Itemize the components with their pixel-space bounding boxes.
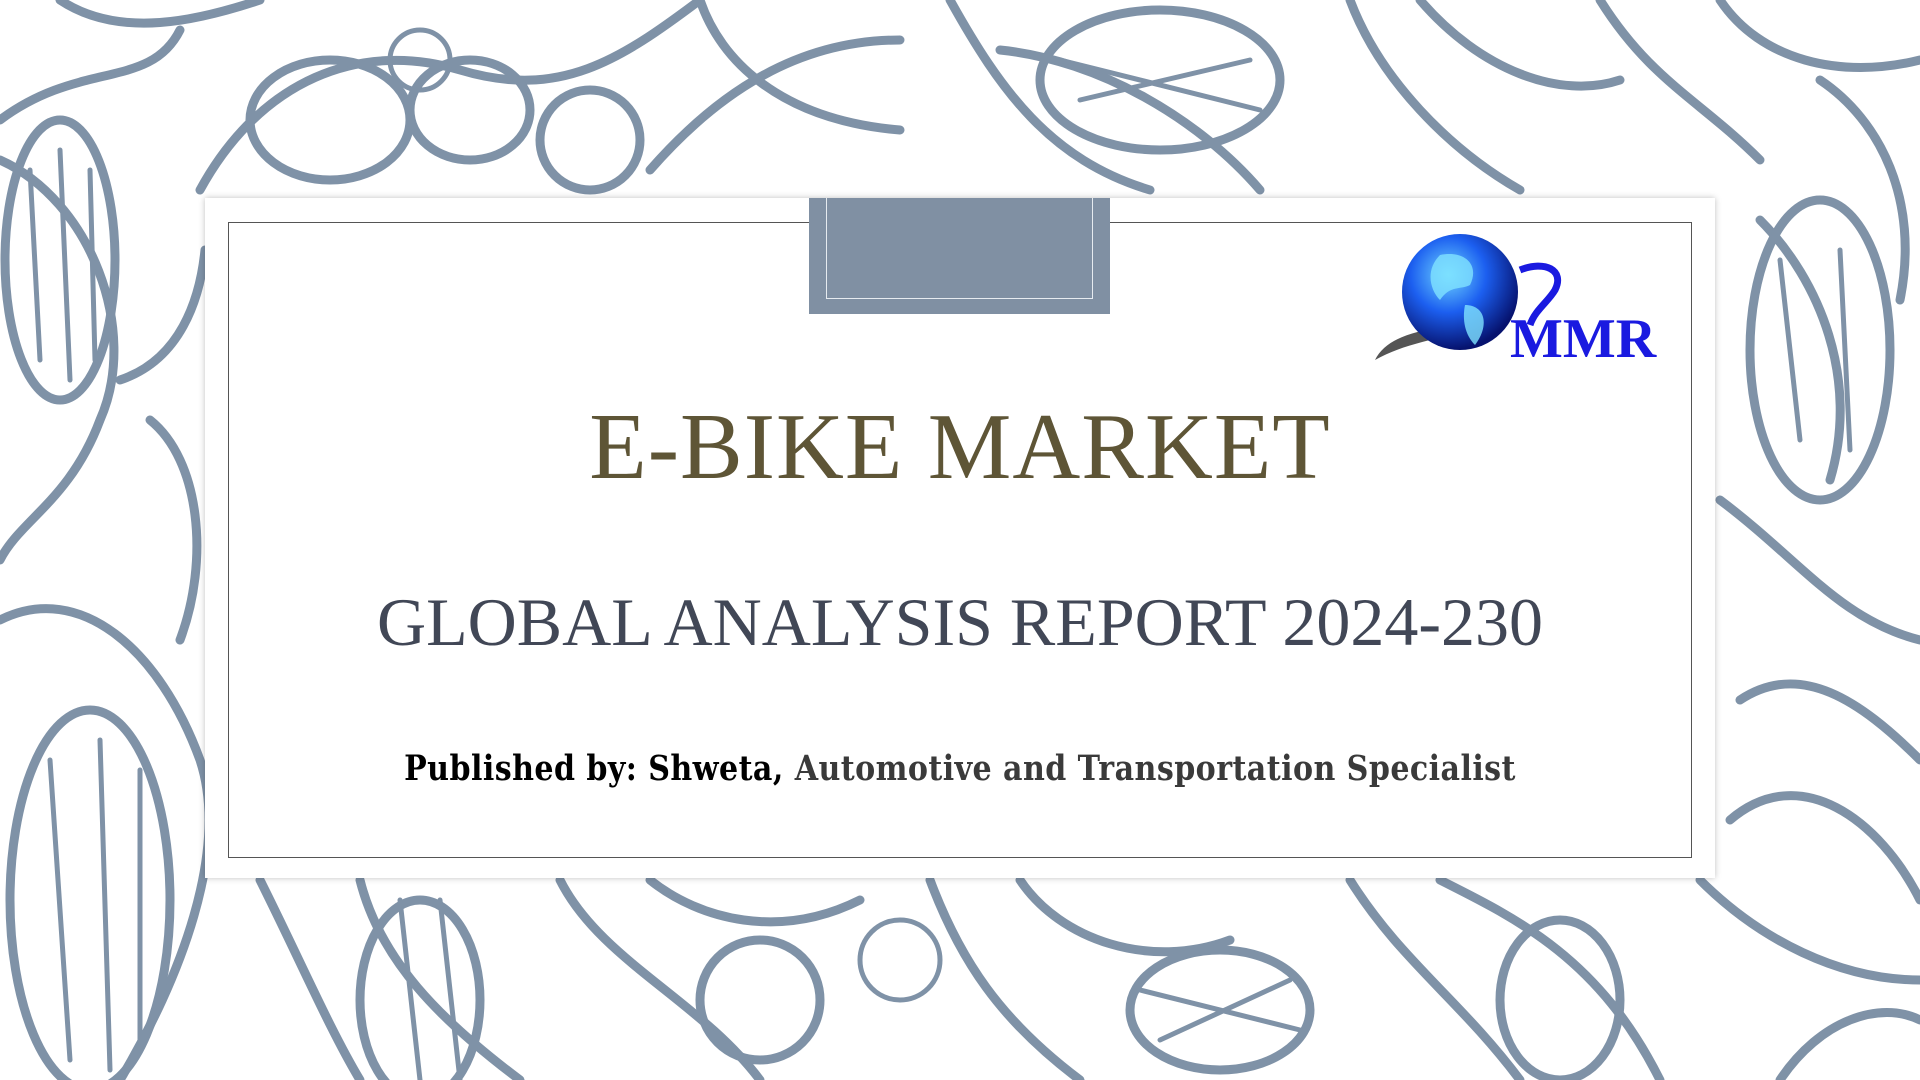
published-by-author: Published by: Shweta, xyxy=(404,748,784,789)
published-by-role: Automotive and Transportation Specialist xyxy=(783,748,1516,789)
slide-title: E-BIKE MARKET xyxy=(589,395,1331,499)
title-card: MMR E-BIKE MARKET GLOBAL ANALYSIS REPORT… xyxy=(205,198,1715,878)
slide-subtitle: GLOBAL ANALYSIS REPORT 2024-230 xyxy=(377,584,1543,660)
mmr-logo: MMR xyxy=(1375,234,1657,370)
decorative-tab-frame xyxy=(826,198,1093,299)
published-by-line: Published by: Shweta, Automotive and Tra… xyxy=(311,748,1610,789)
logo-text: MMR xyxy=(1510,308,1657,370)
decorative-tab xyxy=(809,198,1110,314)
